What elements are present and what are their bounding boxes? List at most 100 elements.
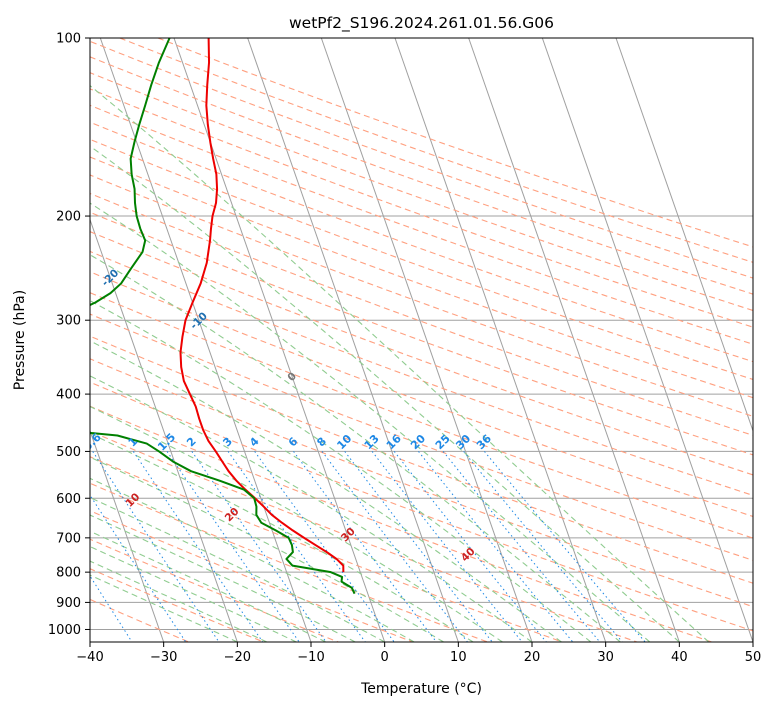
- mixing-ratio-label: 36: [474, 432, 494, 452]
- mixing-ratio-label: 6: [286, 435, 301, 450]
- y-tick-label: 100: [56, 32, 81, 47]
- isotherm-label: -30: [14, 234, 36, 256]
- moist-adiabat-line: [90, 375, 533, 642]
- mixing-ratio-line: [90, 494, 187, 642]
- x-tick-label: 10: [450, 650, 467, 665]
- y-tick-label: 300: [56, 314, 81, 329]
- moist-adiabat-line: [90, 477, 415, 642]
- x-tick-label: −10: [297, 650, 324, 665]
- isotherm-line: [615, 38, 753, 433]
- dry-adiabat-line: [90, 211, 753, 456]
- isotherm-line: [90, 218, 238, 642]
- isotherm-line: [468, 38, 680, 642]
- mixing-ratio-label: 0.2: [0, 431, 23, 454]
- mixing-ratio-label: 25: [433, 432, 453, 452]
- mixing-ratio-line: [132, 451, 264, 642]
- moist-adiabat-line: [90, 340, 562, 642]
- dry-adiabat-line: [90, 538, 339, 642]
- moist-adiabat-line: [90, 202, 651, 642]
- isotherm-line: [90, 429, 165, 642]
- x-tick-label: −30: [150, 650, 177, 665]
- y-tick-label: 700: [56, 531, 81, 546]
- moist-adiabat-line: [90, 254, 621, 642]
- y-tick-label: 900: [56, 596, 81, 611]
- mixing-ratio-line: [418, 451, 574, 642]
- dry-adiabat-label: 20: [223, 505, 242, 524]
- moist-adiabat-line: [90, 530, 326, 642]
- x-axis-title: Temperature (°C): [360, 681, 482, 697]
- dry-adiabat-label: 30: [339, 525, 358, 544]
- dry-adiabat-line: [90, 121, 753, 363]
- x-tick-label: 40: [671, 650, 688, 665]
- mixing-ratio-line: [463, 451, 623, 642]
- dry-adiabat-line: [90, 192, 753, 436]
- moist-adiabat-line: [90, 432, 474, 642]
- dry-adiabat-line: [90, 335, 753, 584]
- mixing-ratio-line: [321, 451, 468, 642]
- dewpoint-profile: [90, 431, 356, 595]
- moist-adiabat-line: [90, 560, 268, 642]
- x-tick-label: 50: [745, 650, 762, 665]
- moist-adiabat-line: [90, 545, 297, 642]
- mixing-ratio-line: [293, 451, 437, 642]
- mixing-ratio-label: 13: [362, 432, 382, 452]
- x-tick-label: 30: [597, 650, 614, 665]
- y-tick-label: 500: [56, 445, 81, 460]
- y-axis-title: Pressure (hPa): [12, 290, 28, 390]
- dry-adiabat-line: [90, 456, 563, 642]
- y-tick-label: 800: [56, 566, 81, 581]
- x-tick-label: 0: [381, 650, 389, 665]
- moist-adiabat-line: [90, 300, 592, 642]
- dry-adiabat-line: [90, 292, 753, 539]
- mixing-ratio-label: 1: [126, 435, 141, 450]
- mixing-ratio-label: 2: [184, 435, 199, 450]
- x-axis: −40 −30 −20 −10 0 10 20 30 40 50: [76, 642, 761, 665]
- plot-frame: [89, 37, 754, 643]
- mixing-ratio-line: [254, 451, 395, 642]
- y-tick-label: 400: [56, 388, 81, 403]
- mixing-ratio-label: 3: [220, 435, 235, 450]
- mixing-ratio-line: [484, 451, 646, 642]
- moist-adiabat-line: [90, 514, 356, 642]
- moist-adiabat-line: [90, 456, 444, 642]
- dry-adiabat-line: [90, 72, 753, 312]
- mixing-ratio-line: [371, 451, 523, 642]
- moist-adiabat-line: [90, 574, 238, 642]
- dry-adiabat-line: [90, 598, 190, 642]
- dry-adiabat-line: [90, 40, 753, 279]
- x-tick-label: 20: [524, 650, 541, 665]
- mixing-ratio-line: [90, 575, 133, 642]
- temperature-profile: [179, 38, 345, 573]
- dry-adiabat-line: [90, 104, 753, 345]
- mixing-ratio-line: [393, 451, 547, 642]
- y-axis: 100 200 300 400 500 600 700 800 900 1000: [48, 32, 90, 638]
- mixing-ratio-line: [191, 451, 327, 642]
- mixing-ratio-label: 4: [247, 435, 262, 450]
- mixing-ratio-line: [227, 451, 366, 642]
- x-tick-label: −20: [224, 650, 251, 665]
- mixing-ratio-label: 16: [384, 432, 404, 452]
- moist-adiabat-line: [90, 496, 385, 642]
- dry-adiabat-line: [90, 156, 753, 399]
- dewpoint-profile: [90, 38, 171, 307]
- isotherm-line: [541, 38, 753, 642]
- moist-adiabat-line: [90, 145, 680, 642]
- mixing-ratio-line: [0, 451, 82, 642]
- dry-adiabat-line: [90, 313, 753, 561]
- y-tick-label: 1000: [48, 623, 81, 638]
- dry-adiabat-line: [119, 38, 753, 263]
- mixing-ratio-label: 20: [408, 432, 428, 452]
- mixing-ratio-line: [442, 451, 601, 642]
- chart-title: wetPf2_S196.2024.261.01.56.G06: [289, 14, 554, 33]
- dry-adiabat-label: 10: [124, 491, 143, 510]
- moist-adiabat-line: [90, 84, 710, 642]
- dry-adiabat-line: [90, 250, 753, 497]
- x-tick-label: −40: [76, 650, 103, 665]
- dry-adiabat-line: [90, 510, 414, 642]
- dry-adiabat-label: 40: [459, 545, 478, 564]
- y-tick-label: 200: [56, 210, 81, 225]
- y-tick-label: 600: [56, 492, 81, 507]
- mixing-ratio-line: [92, 451, 220, 642]
- dry-adiabat-line: [90, 430, 638, 642]
